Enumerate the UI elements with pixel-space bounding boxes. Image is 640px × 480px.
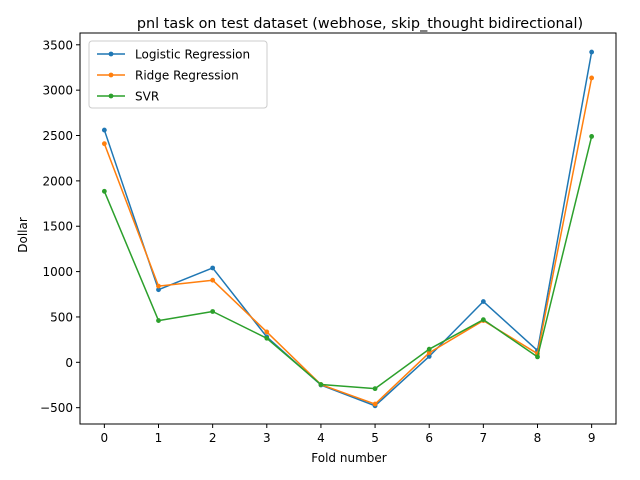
data-point [210,265,216,271]
legend-swatch-marker [108,72,114,78]
data-point [589,49,595,55]
data-point [101,141,107,147]
chart-title: pnl task on test dataset (webhose, skip_… [137,16,583,32]
series-line-1 [103,51,593,407]
y-tick-label: 1000 [42,265,73,279]
x-tick-label: 2 [209,431,217,445]
data-point [210,277,216,283]
data-point [156,287,161,293]
y-tick-label: 3000 [42,84,73,98]
data-point [480,317,486,323]
legend: Logistic Regression Ridge Regression SVR [88,40,268,109]
legend-entry-label: Logistic Regression [135,48,250,62]
x-tick-label: 6 [425,431,433,445]
data-point [264,329,270,335]
x-tick-label: 0 [101,431,109,445]
legend-entry-label: SVR [135,90,159,104]
x-tick-label: 5 [371,431,379,445]
x-tick-label: 4 [317,431,325,445]
y-tick-label: −500 [40,401,73,415]
data-point [210,309,216,314]
y-tick-label: 2500 [42,129,73,143]
data-point [480,299,486,304]
y-tick-label: 0 [65,356,73,370]
legend-swatch-marker [108,93,114,99]
data-point [318,382,324,387]
data-point [426,350,432,356]
y-tick-label: 2000 [42,174,73,188]
data-point [589,75,595,81]
data-point [535,354,540,360]
data-point [156,318,161,323]
data-point [589,134,595,139]
data-point [101,127,107,133]
x-tick-label: 1 [155,431,163,445]
data-point [372,401,378,407]
data-point [101,188,107,194]
x-tick-label: 3 [263,431,271,445]
x-tick-label: 8 [534,431,542,445]
legend-entry-label: Ridge Regression [135,69,239,83]
y-tick-label: 3500 [42,38,73,52]
x-tick-label: 9 [588,431,596,445]
series-line-2 [103,77,593,405]
legend-swatch-marker [108,51,114,57]
data-point [426,346,432,352]
series-line-3 [103,136,593,390]
data-point [426,354,432,359]
x-axis-label: Fold number [311,451,386,465]
data-point [156,283,161,289]
y-tick-label: 500 [50,310,73,324]
data-point [372,386,378,392]
legend-box [88,40,268,109]
y-axis-label: Dollar [16,217,30,253]
data-point [264,335,270,341]
plot-frame [79,32,617,425]
x-tick-label: 7 [480,431,488,445]
y-tick-label: 1500 [42,220,73,234]
